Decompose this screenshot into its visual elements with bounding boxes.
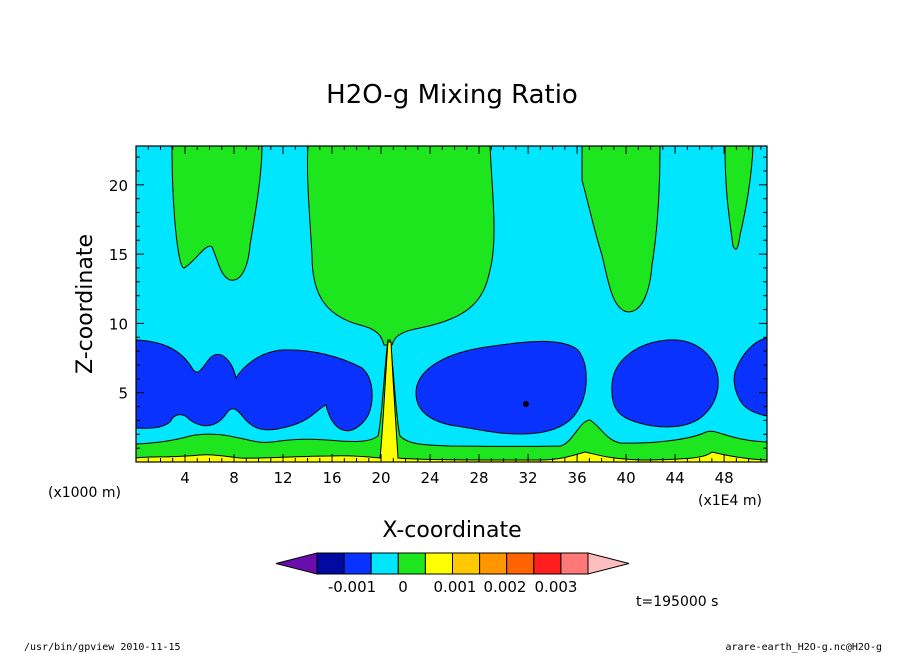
colorbar-labels: -0.001 0 0.001 0.002 0.003 — [328, 578, 578, 596]
x-tick-label: 16 — [322, 469, 341, 487]
time-label: t=195000 s — [636, 594, 719, 610]
y-axis: 5 10 15 20 — [109, 156, 767, 449]
colorbar-swatch — [506, 552, 535, 575]
colorbar-label: -0.001 — [328, 578, 376, 596]
plot-frame — [135, 145, 768, 463]
right-plume-region — [581, 146, 661, 313]
colorbar-swatch — [479, 552, 508, 575]
x-tick-label: 4 — [180, 469, 190, 487]
dry-band-center-region — [415, 340, 587, 435]
colorbar-label: 0.003 — [535, 578, 578, 596]
x-tick-label: 40 — [617, 469, 636, 487]
footer-right: arare-earth_H2O-g.nc@H2O-g — [725, 642, 882, 653]
chart-title: H2O-g Mixing Ratio — [326, 80, 578, 110]
contour-minimum-marker — [523, 401, 529, 407]
surface-yellow-layer-region — [136, 341, 767, 462]
y-tick-label: 15 — [109, 246, 128, 264]
y-tick-label: 10 — [109, 315, 128, 333]
x-tick-label: 28 — [470, 469, 489, 487]
colorbar-label: 0.001 — [434, 578, 477, 596]
x-tick-label: 24 — [421, 469, 440, 487]
plot-area — [136, 146, 767, 462]
colorbar-swatch — [452, 552, 481, 575]
colorbar — [275, 552, 630, 575]
colorbar-swatch — [370, 552, 399, 575]
colorbar-swatch — [424, 552, 453, 575]
colorbar-upper-extend — [587, 552, 630, 575]
x-tick-label: 48 — [715, 469, 734, 487]
y-axis-title: Z-coordinate — [73, 234, 98, 374]
colorbar-swatch — [397, 552, 426, 575]
colorbar-label: 0.002 — [484, 578, 527, 596]
x-tick-label: 36 — [568, 469, 587, 487]
surface-moist-layer-region — [136, 339, 767, 462]
x-tick-label: 32 — [519, 469, 538, 487]
colorbar-lower-extend — [275, 552, 318, 575]
footer-left: /usr/bin/gpview 2010-11-15 — [24, 642, 181, 653]
y-tick-label: 20 — [109, 177, 128, 195]
dry-band-right-region — [611, 339, 719, 428]
colorbar-label: 0 — [398, 578, 408, 596]
colorbar-swatch — [560, 552, 589, 575]
colorbar-swatch — [343, 552, 372, 575]
upper-plume-region — [171, 146, 263, 281]
x-tick-label: 12 — [273, 469, 292, 487]
colorbar-swatch — [316, 552, 345, 575]
colorbar-swatch — [533, 552, 562, 575]
x-tick-label: 44 — [666, 469, 685, 487]
dry-band-left-region — [136, 339, 373, 432]
x-unit-right: (x1E4 m) — [698, 493, 762, 509]
central-plume-region — [306, 146, 495, 346]
y-tick-label: 5 — [118, 385, 128, 403]
x-unit-left: (x1000 m) — [48, 485, 121, 501]
x-tick-label: 20 — [372, 469, 391, 487]
x-axis: 4 8 12 16 20 24 28 32 36 40 44 48 — [147, 146, 762, 487]
far-right-plume-region — [724, 146, 754, 250]
dry-band-edge-region — [733, 337, 767, 417]
x-axis-title: X-coordinate — [382, 518, 521, 543]
x-tick-label: 8 — [229, 469, 239, 487]
